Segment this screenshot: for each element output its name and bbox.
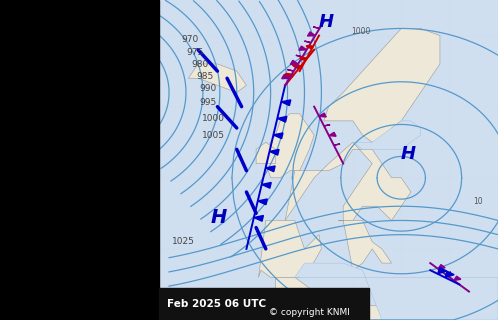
Polygon shape <box>256 142 275 164</box>
Text: 1005: 1005 <box>202 132 225 140</box>
Polygon shape <box>445 271 454 277</box>
Polygon shape <box>446 272 451 275</box>
Polygon shape <box>438 265 445 269</box>
Polygon shape <box>258 220 321 277</box>
Polygon shape <box>454 276 461 280</box>
Polygon shape <box>324 125 330 126</box>
Text: 1025: 1025 <box>172 237 195 246</box>
Polygon shape <box>299 46 307 50</box>
Text: 1000: 1000 <box>352 28 371 36</box>
Polygon shape <box>300 58 307 60</box>
Polygon shape <box>275 277 498 320</box>
Polygon shape <box>334 144 340 145</box>
Polygon shape <box>287 69 294 71</box>
Polygon shape <box>293 65 301 68</box>
Polygon shape <box>281 100 291 106</box>
Polygon shape <box>285 142 411 220</box>
Text: 10: 10 <box>473 197 483 206</box>
Polygon shape <box>285 74 294 78</box>
Polygon shape <box>273 133 283 139</box>
Polygon shape <box>261 114 314 178</box>
Polygon shape <box>296 55 302 57</box>
Bar <box>159 288 369 320</box>
Text: 995: 995 <box>199 98 217 107</box>
Text: 975: 975 <box>187 48 204 57</box>
Text: 970: 970 <box>182 36 199 44</box>
Text: H: H <box>401 145 416 163</box>
Polygon shape <box>329 132 336 136</box>
Text: Feb 2025 06 UTC: Feb 2025 06 UTC <box>167 299 266 309</box>
Polygon shape <box>313 27 320 28</box>
Polygon shape <box>307 32 315 36</box>
Bar <box>0 0 159 320</box>
Polygon shape <box>258 199 267 205</box>
Polygon shape <box>295 263 498 320</box>
Text: 985: 985 <box>197 72 214 81</box>
Polygon shape <box>438 268 447 274</box>
Polygon shape <box>290 60 298 64</box>
Polygon shape <box>353 121 421 149</box>
Polygon shape <box>304 41 311 43</box>
Polygon shape <box>265 166 275 172</box>
Polygon shape <box>277 116 287 122</box>
Polygon shape <box>188 64 247 92</box>
Text: © copyright KNMI: © copyright KNMI <box>269 308 350 317</box>
Polygon shape <box>306 45 313 49</box>
Polygon shape <box>319 113 326 117</box>
Polygon shape <box>324 28 440 142</box>
Text: 1000: 1000 <box>202 114 225 123</box>
Text: 990: 990 <box>199 84 217 93</box>
Polygon shape <box>269 149 279 155</box>
Polygon shape <box>338 220 391 270</box>
Text: H: H <box>319 13 334 31</box>
Polygon shape <box>261 182 271 188</box>
Text: H: H <box>211 208 227 227</box>
Polygon shape <box>282 75 289 79</box>
Polygon shape <box>254 215 263 221</box>
Text: 980: 980 <box>192 60 209 69</box>
